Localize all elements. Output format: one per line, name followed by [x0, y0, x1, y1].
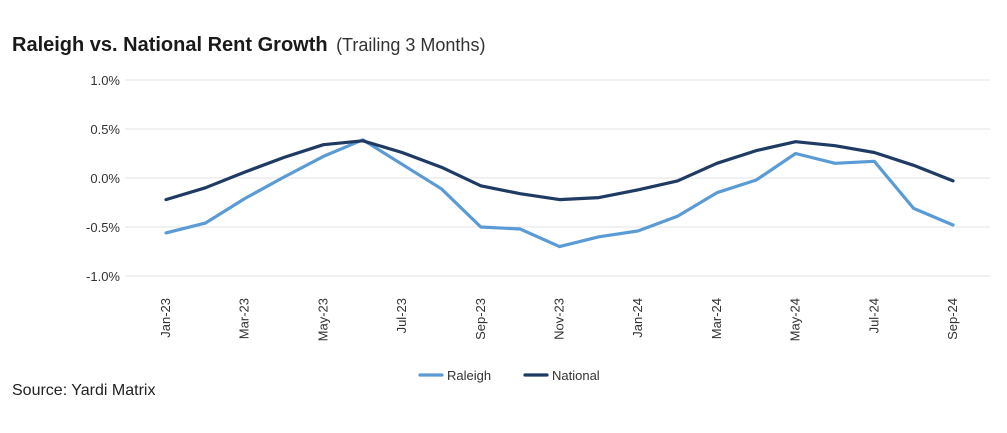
x-tick-label: May-23 [315, 298, 330, 341]
series-line-raleigh [164, 138, 955, 249]
x-tick-label: Sep-24 [945, 298, 960, 340]
x-tick-label: Nov-23 [552, 298, 567, 340]
y-tick-label: -1.0% [86, 269, 120, 284]
grid-layer [125, 79, 990, 277]
chart-title: Raleigh vs. National Rent Growth [12, 34, 328, 56]
legend-label-national: National [552, 368, 600, 383]
x-tick-label: May-24 [788, 298, 803, 341]
series-layer [164, 138, 955, 249]
y-tick-label: -0.5% [86, 220, 120, 235]
series-line-national [164, 139, 955, 202]
legend: Raleigh National [418, 368, 600, 383]
y-tick-label: 0.0% [90, 171, 120, 186]
x-tick-label: Mar-23 [237, 298, 252, 339]
x-tick-label: Jan-23 [158, 298, 173, 338]
x-tick-label: Jul-23 [394, 298, 409, 333]
x-tick-label: Jul-24 [866, 298, 881, 333]
source-note: Source: Yardi Matrix [12, 382, 156, 399]
y-axis-ticks: 1.0% 0.5% 0.0% -0.5% -1.0% [86, 73, 120, 284]
x-tick-label: Mar-24 [709, 298, 724, 339]
x-tick-label: Sep-23 [473, 298, 488, 340]
chart-title-wrap: Raleigh vs. National Rent Growth (Traili… [12, 34, 485, 57]
x-axis-ticks: Jan-23 Mar-23 May-23 Jul-23 Sep-23 Nov-23 Jan-… [158, 298, 960, 341]
x-tick-label: Jan-24 [630, 298, 645, 338]
legend-label-raleigh: Raleigh [447, 368, 491, 383]
y-tick-label: 1.0% [90, 73, 120, 88]
chart-subtitle: (Trailing 3 Months) [336, 35, 486, 55]
y-tick-label: 0.5% [90, 122, 120, 137]
